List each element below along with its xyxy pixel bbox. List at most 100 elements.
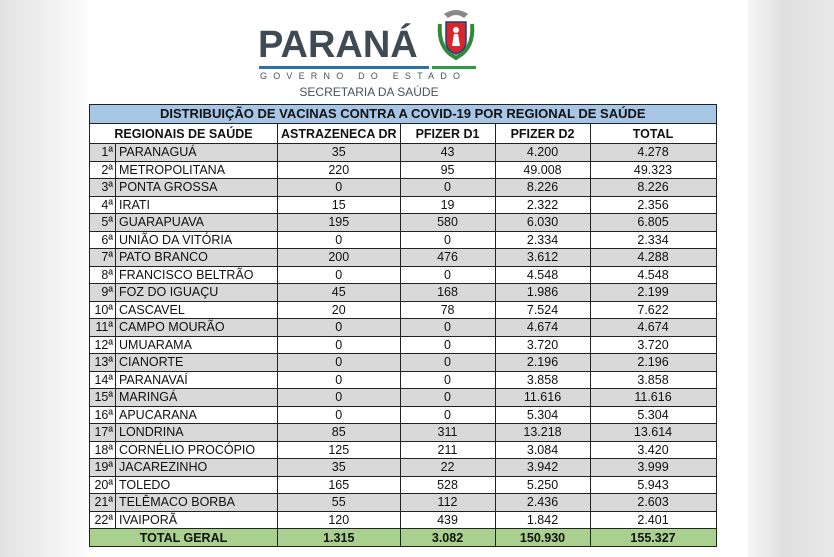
total-value: 7.622 xyxy=(589,300,717,319)
pfizer-d1-value: 0 xyxy=(399,405,496,424)
regional-number: 12ª xyxy=(89,335,116,354)
regional-name: CORNÉLIO PROCÓPIO xyxy=(115,440,278,459)
pfizer-d2-value: 49.008 xyxy=(494,160,591,179)
pfizer-d1-value: 528 xyxy=(399,475,496,494)
astrazeneca-value: 0 xyxy=(277,388,401,407)
table-row: 5ª GUARAPUAVA 195 580 6.030 6.805 xyxy=(89,213,717,232)
astrazeneca-value: 120 xyxy=(277,510,401,529)
blurred-background-left xyxy=(0,0,88,557)
regional-number: 1ª xyxy=(89,143,116,162)
table-row: 2ª METROPOLITANA 220 95 49.008 49.323 xyxy=(89,160,717,179)
regional-name: UMUARAMA xyxy=(115,335,278,354)
astrazeneca-value: 0 xyxy=(277,318,401,337)
regional-number: 3ª xyxy=(89,178,116,197)
pfizer-d1-value: 0 xyxy=(399,353,496,372)
blurred-background-right xyxy=(748,0,834,557)
pfizer-d2-value: 4.674 xyxy=(494,318,591,337)
table-row: 22ª IVAIPORÃ 120 439 1.842 2.401 xyxy=(89,510,717,529)
total-value: 3.858 xyxy=(589,370,717,389)
total-value: 8.226 xyxy=(589,178,717,197)
header-pfizer-d2: PFIZER D2 xyxy=(494,123,591,144)
total-value: 2.603 xyxy=(589,493,717,512)
pfizer-d1-value: 168 xyxy=(399,283,496,302)
total-value: 3.420 xyxy=(589,440,717,459)
astrazeneca-value: 0 xyxy=(277,335,401,354)
astrazeneca-value: 35 xyxy=(277,143,401,162)
total-value: 2.401 xyxy=(589,510,717,529)
regional-number: 17ª xyxy=(89,423,116,442)
regional-name: CIANORTE xyxy=(115,353,278,372)
pfizer-d2-value: 3.942 xyxy=(494,458,591,477)
pfizer-d2-value: 2.436 xyxy=(494,493,591,512)
pfizer-d1-value: 95 xyxy=(399,160,496,179)
pfizer-d1-value: 476 xyxy=(399,248,496,267)
astrazeneca-value: 55 xyxy=(277,493,401,512)
total-total-value: 155.327 xyxy=(589,528,717,547)
pfizer-d2-value: 3.858 xyxy=(494,370,591,389)
table-row: 9ª FOZ DO IGUAÇU 45 168 1.986 2.199 xyxy=(89,283,717,302)
regional-name: PONTA GROSSA xyxy=(115,178,278,197)
regional-name: GUARAPUAVA xyxy=(115,213,278,232)
regional-number: 16ª xyxy=(89,405,116,424)
regional-number: 11ª xyxy=(89,318,116,337)
astrazeneca-value: 195 xyxy=(277,213,401,232)
astrazeneca-value: 0 xyxy=(277,353,401,372)
total-astrazeneca-value: 1.315 xyxy=(277,528,401,547)
pfizer-d2-value: 11.616 xyxy=(494,388,591,407)
regional-name: CAMPO MOURÃO xyxy=(115,318,278,337)
total-value: 11.616 xyxy=(589,388,717,407)
pfizer-d2-value: 4.548 xyxy=(494,265,591,284)
table-row: 13ª CIANORTE 0 0 2.196 2.196 xyxy=(89,353,717,372)
pfizer-d1-value: 0 xyxy=(399,370,496,389)
pfizer-d1-value: 78 xyxy=(399,300,496,319)
table-row: 19ª JACAREZINHO 35 22 3.942 3.999 xyxy=(89,458,717,477)
regional-name: JACAREZINHO xyxy=(115,458,278,477)
table-title: DISTRIBUIÇÃO DE VACINAS CONTRA A COVID-1… xyxy=(89,104,717,124)
table-row: 4ª IRATI 15 19 2.322 2.356 xyxy=(89,195,717,214)
table-row: 3ª PONTA GROSSA 0 0 8.226 8.226 xyxy=(89,178,717,197)
regional-name: LONDRINA xyxy=(115,423,278,442)
logo-subtitle: GOVERNO DO ESTADO xyxy=(260,71,467,81)
logo-green-bar xyxy=(432,66,476,69)
pfizer-d2-value: 3.084 xyxy=(494,440,591,459)
total-value: 6.805 xyxy=(589,213,717,232)
pfizer-d2-value: 2.322 xyxy=(494,195,591,214)
total-value: 3.720 xyxy=(589,335,717,354)
astrazeneca-value: 15 xyxy=(277,195,401,214)
regional-number: 10ª xyxy=(89,300,116,319)
pfizer-d1-value: 0 xyxy=(399,335,496,354)
regional-number: 7ª xyxy=(89,248,116,267)
table-row: 21ª TELÊMACO BORBA 55 112 2.436 2.603 xyxy=(89,493,717,512)
total-value: 2.196 xyxy=(589,353,717,372)
total-value: 4.278 xyxy=(589,143,717,162)
total-value: 49.323 xyxy=(589,160,717,179)
table-row: 15ª MARINGÁ 0 0 11.616 11.616 xyxy=(89,388,717,407)
table-row: 14ª PARANAVAÍ 0 0 3.858 3.858 xyxy=(89,370,717,389)
table-row: 7ª PATO BRANCO 200 476 3.612 4.288 xyxy=(89,248,717,267)
regional-number: 19ª xyxy=(89,458,116,477)
astrazeneca-value: 85 xyxy=(277,423,401,442)
total-label: TOTAL GERAL xyxy=(89,528,278,547)
header-total: TOTAL xyxy=(589,123,717,144)
pfizer-d2-value: 5.304 xyxy=(494,405,591,424)
astrazeneca-value: 0 xyxy=(277,265,401,284)
regional-name: METROPOLITANA xyxy=(115,160,278,179)
regional-number: 13ª xyxy=(89,353,116,372)
regional-number: 22ª xyxy=(89,510,116,529)
pfizer-d2-value: 2.334 xyxy=(494,230,591,249)
regional-name: MARINGÁ xyxy=(115,388,278,407)
table-row: 1ª PARANAGUÁ 35 43 4.200 4.278 xyxy=(89,143,717,162)
regional-name: FOZ DO IGUAÇU xyxy=(115,283,278,302)
total-value: 4.548 xyxy=(589,265,717,284)
table-row: 17ª LONDRINA 85 311 13.218 13.614 xyxy=(89,423,717,442)
regional-number: 4ª xyxy=(89,195,116,214)
total-value: 4.674 xyxy=(589,318,717,337)
pfizer-d2-value: 7.524 xyxy=(494,300,591,319)
header-astrazeneca: ASTRAZENECA DR xyxy=(277,123,401,144)
astrazeneca-value: 20 xyxy=(277,300,401,319)
pfizer-d2-value: 8.226 xyxy=(494,178,591,197)
pfizer-d2-value: 1.986 xyxy=(494,283,591,302)
regional-number: 15ª xyxy=(89,388,116,407)
pfizer-d2-value: 5.250 xyxy=(494,475,591,494)
pfizer-d2-value: 13.218 xyxy=(494,423,591,442)
